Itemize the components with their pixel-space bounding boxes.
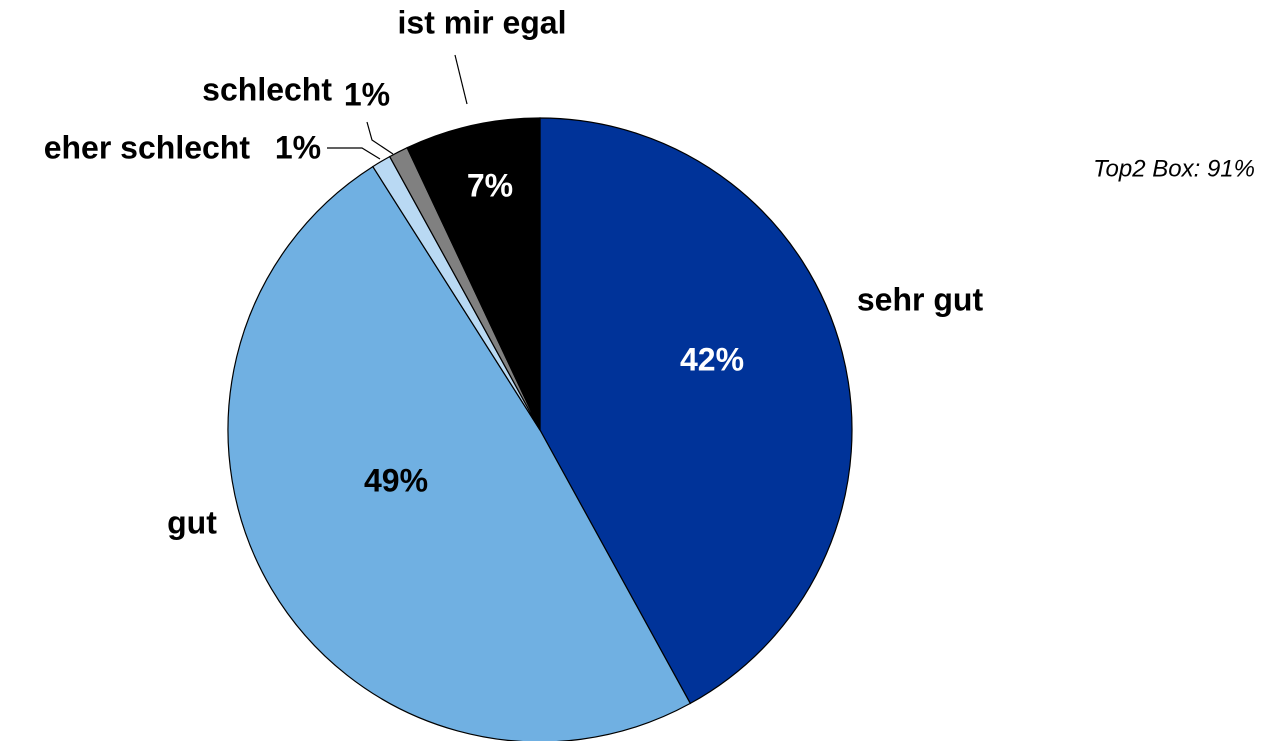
- leader-line: [454, 54, 468, 105]
- category-label: sehr gut: [857, 281, 984, 317]
- value-label: 7%: [467, 167, 513, 203]
- value-label: 49%: [364, 462, 428, 498]
- category-label: schlecht: [202, 71, 332, 107]
- value-label: 1%: [344, 76, 390, 112]
- value-label: 1%: [275, 129, 321, 165]
- value-label: 42%: [680, 341, 744, 377]
- pie-slice: [227, 165, 692, 741]
- annotation: Top2 Box: 91%: [1093, 155, 1255, 182]
- leader-line: [327, 147, 381, 160]
- category-label: gut: [167, 504, 217, 540]
- leader-line: [366, 121, 394, 155]
- category-label: ist mir egal: [398, 4, 567, 40]
- pie-slice: [406, 117, 541, 431]
- pie-slice: [539, 117, 853, 705]
- category-label: eher schlecht: [44, 129, 251, 165]
